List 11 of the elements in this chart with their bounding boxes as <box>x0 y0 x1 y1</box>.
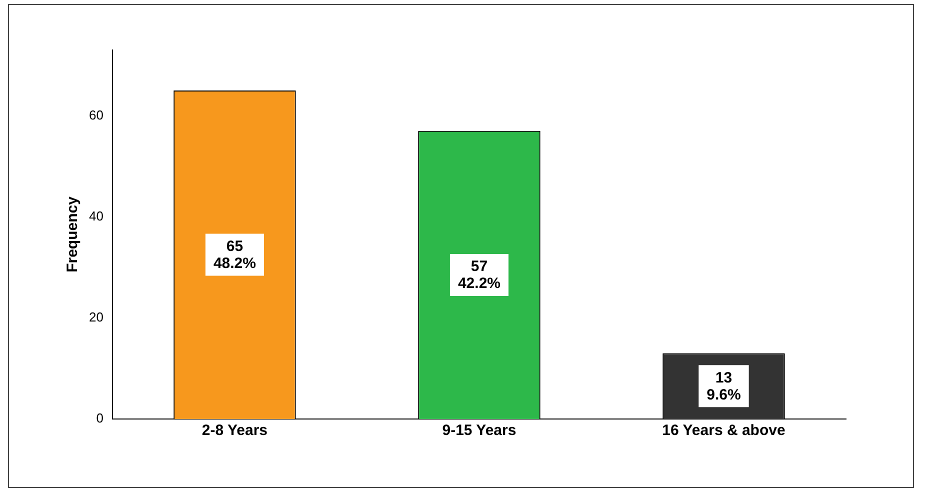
y-tick-label: 60 <box>88 107 104 122</box>
y-tick-label: 20 <box>88 309 104 324</box>
data-label: 57 42.2% <box>458 258 501 292</box>
x-tick-label: 16 Years & above <box>662 422 786 440</box>
y-tick-label: 40 <box>88 208 104 224</box>
x-tick-label: 2-8 Years <box>202 422 268 440</box>
y-tick-label: 0 <box>96 410 104 426</box>
data-label: 13 9.6% <box>706 369 741 404</box>
data-label: 65 48.2% <box>213 238 256 272</box>
y-axis-title: Frequency <box>64 196 82 272</box>
x-tick-label: 9-15 Years <box>442 422 516 440</box>
